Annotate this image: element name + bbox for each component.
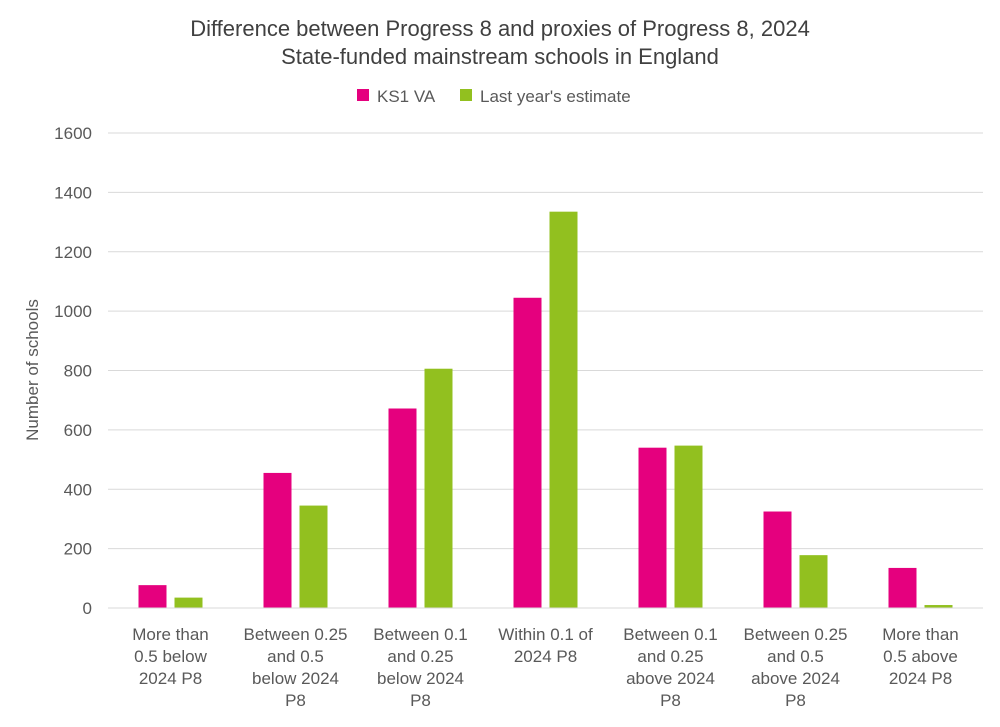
x-category-label: Between 0.1 and 0.25 above 2024 P8: [623, 625, 718, 710]
x-category-label-line: 0.5 below: [134, 647, 207, 666]
x-category-label: Between 0.25 and 0.5 below 2024 P8: [244, 625, 348, 710]
x-category-label-line: More than: [882, 625, 959, 644]
x-axis-categories: More than 0.5 below 2024 P8 Between 0.25 and…: [132, 625, 959, 710]
bar-ks1-va-4: [638, 447, 667, 608]
legend-label-last-years-estimate: Last year's estimate: [480, 87, 631, 106]
bar-last-years-estimate-2: [424, 368, 453, 608]
legend-swatch-last-years-estimate: [460, 89, 472, 101]
x-category-label-line: P8: [785, 691, 806, 710]
bars: [138, 211, 953, 608]
x-category-label-line: 0.5 above: [883, 647, 958, 666]
gridlines: [108, 132, 983, 550]
x-category-label-line: and 0.25: [387, 647, 453, 666]
bar-last-years-estimate-1: [299, 505, 328, 608]
x-category-label-line: More than: [132, 625, 209, 644]
x-category-label-line: Between 0.1: [373, 625, 468, 644]
x-category-label: More than 0.5 above 2024 P8: [882, 625, 959, 688]
bar-ks1-va-1: [263, 472, 292, 608]
bar-last-years-estimate-0: [174, 597, 203, 608]
x-category-label-line: P8: [410, 691, 431, 710]
y-tick-label: 800: [64, 362, 92, 381]
y-tick-label: 1400: [54, 183, 92, 202]
bar-ks1-va-6: [888, 567, 917, 608]
x-category-label-line: P8: [660, 691, 681, 710]
y-tick-label: 400: [64, 480, 92, 499]
x-category-label-line: Within 0.1 of: [498, 625, 593, 644]
x-category-label-line: Between 0.25: [244, 625, 348, 644]
y-axis-ticks: 0 200 400 600 800 1000 1200 1400 1600: [54, 124, 92, 618]
bar-ks1-va-3: [513, 297, 542, 608]
y-tick-label: 1200: [54, 243, 92, 262]
bar-last-years-estimate-3: [549, 211, 578, 608]
y-tick-label: 200: [64, 540, 92, 559]
x-category-label: Within 0.1 of 2024 P8: [498, 625, 593, 666]
bar-ks1-va-5: [763, 511, 792, 608]
x-category-label-line: and 0.5: [267, 647, 324, 666]
x-category-label-line: below 2024: [377, 669, 464, 688]
x-category-label: Between 0.1 and 0.25 below 2024 P8: [373, 625, 468, 710]
bar-last-years-estimate-4: [674, 445, 703, 608]
x-category-label-line: Between 0.25: [744, 625, 848, 644]
y-tick-label: 1600: [54, 124, 92, 143]
y-tick-label: 1000: [54, 302, 92, 321]
chart-title: Difference between Progress 8 and proxie…: [190, 16, 810, 41]
y-tick-label: 0: [83, 599, 92, 618]
x-category-label-line: above 2024: [626, 669, 715, 688]
bar-last-years-estimate-6: [924, 605, 953, 608]
chart-subtitle: State-funded mainstream schools in Engla…: [281, 44, 719, 69]
x-category-label: Between 0.25 and 0.5 above 2024 P8: [744, 625, 848, 710]
x-category-label-line: and 0.25: [637, 647, 703, 666]
legend-label-ks1-va: KS1 VA: [377, 87, 436, 106]
bar-last-years-estimate-5: [799, 555, 828, 608]
x-category-label: More than 0.5 below 2024 P8: [132, 625, 209, 688]
x-category-label-line: and 0.5: [767, 647, 824, 666]
legend-swatch-ks1-va: [357, 89, 369, 101]
x-category-label-line: 2024 P8: [139, 669, 202, 688]
legend: KS1 VA Last year's estimate: [357, 87, 631, 106]
x-category-label-line: below 2024: [252, 669, 339, 688]
x-category-label-line: 2024 P8: [889, 669, 952, 688]
x-category-label-line: above 2024: [751, 669, 840, 688]
bar-ks1-va-0: [138, 585, 167, 608]
y-tick-label: 600: [64, 421, 92, 440]
x-category-label-line: Between 0.1: [623, 625, 718, 644]
y-axis-label: Number of schools: [23, 299, 42, 441]
x-category-label-line: P8: [285, 691, 306, 710]
bar-ks1-va-2: [388, 408, 417, 608]
x-category-label-line: 2024 P8: [514, 647, 577, 666]
